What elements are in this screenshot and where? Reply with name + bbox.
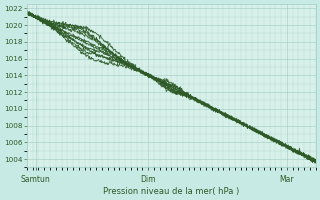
X-axis label: Pression niveau de la mer( hPa ): Pression niveau de la mer( hPa )	[103, 187, 239, 196]
